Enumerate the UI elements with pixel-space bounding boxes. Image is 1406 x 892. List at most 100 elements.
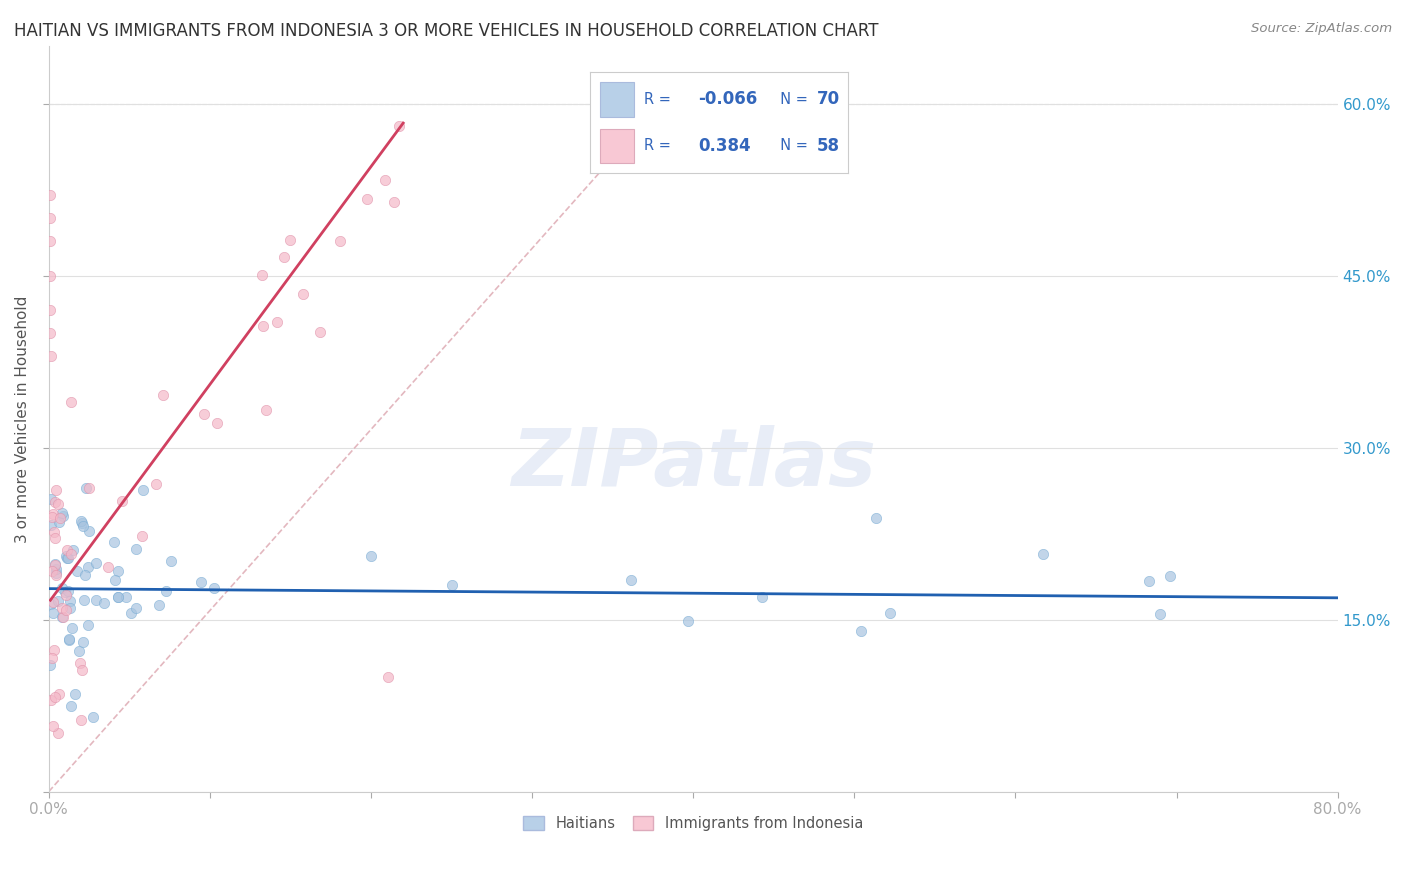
Point: [160, 554, 183, 568]
Point: [70, 663, 93, 677]
Point: [676, 614, 699, 628]
Point: [254, 402, 277, 417]
Point: [120, 606, 142, 620]
Point: [190, 574, 212, 589]
Point: [205, 416, 228, 430]
Point: [46, 593, 69, 607]
Point: [51, 506, 73, 520]
Point: [1149, 607, 1171, 621]
Point: [145, 477, 167, 491]
Point: [73, 593, 96, 607]
Point: [58, 632, 80, 647]
Point: [107, 590, 129, 604]
Point: [46, 726, 69, 740]
Point: [39, 492, 62, 507]
Point: [39, 211, 62, 226]
Point: [382, 194, 405, 209]
Point: [620, 573, 643, 587]
Point: [202, 581, 225, 595]
Point: [152, 388, 174, 402]
Point: [44, 557, 66, 571]
Point: [59, 593, 82, 607]
Point: [52, 609, 75, 624]
Point: [42, 607, 65, 621]
Legend: Haitians, Immigrants from Indonesia: Haitians, Immigrants from Indonesia: [517, 810, 869, 837]
Point: [77, 481, 100, 495]
Point: [55, 603, 77, 617]
Point: [56, 583, 79, 598]
Point: [39, 326, 62, 340]
Point: [309, 325, 332, 339]
Point: [44, 690, 66, 704]
Point: [72, 518, 94, 533]
Point: [44, 642, 66, 657]
Point: [75, 481, 97, 495]
Point: [66, 565, 89, 579]
Text: HAITIAN VS IMMIGRANTS FROM INDONESIA 3 OR MORE VEHICLES IN HOUSEHOLD CORRELATION: HAITIAN VS IMMIGRANTS FROM INDONESIA 3 O…: [14, 22, 879, 40]
Point: [65, 687, 87, 701]
Point: [125, 542, 148, 557]
Point: [42, 719, 65, 733]
Point: [58, 601, 80, 615]
Point: [44, 495, 66, 509]
Point: [1137, 574, 1160, 588]
Point: [60, 621, 83, 635]
Point: [55, 549, 77, 563]
Point: [69, 514, 91, 528]
Point: [93, 596, 115, 610]
Point: [48, 515, 70, 529]
Point: [125, 601, 148, 615]
Text: ZIPatlas: ZIPatlas: [510, 425, 876, 502]
Point: [39, 597, 62, 611]
Point: [97, 560, 120, 574]
Point: [73, 567, 96, 582]
Point: [86, 556, 108, 570]
Point: [55, 588, 77, 602]
Point: [107, 591, 129, 605]
Point: [51, 610, 73, 624]
Point: [388, 120, 411, 134]
Point: [39, 517, 62, 532]
Point: [115, 590, 138, 604]
Point: [72, 634, 94, 648]
Point: [41, 510, 63, 524]
Point: [70, 713, 93, 727]
Point: [865, 511, 887, 525]
Point: [104, 573, 127, 587]
Point: [76, 618, 98, 632]
Point: [77, 559, 100, 574]
Point: [440, 578, 463, 592]
Point: [1032, 547, 1054, 561]
Point: [374, 173, 396, 187]
Point: [69, 656, 91, 670]
Point: [39, 303, 62, 318]
Point: [751, 590, 773, 604]
Point: [62, 542, 84, 557]
Text: Source: ZipAtlas.com: Source: ZipAtlas.com: [1251, 22, 1392, 36]
Point: [273, 250, 295, 264]
Point: [67, 643, 90, 657]
Point: [82, 710, 104, 724]
Point: [58, 632, 80, 646]
Point: [851, 624, 873, 639]
Point: [42, 507, 65, 521]
Point: [103, 535, 125, 549]
Point: [879, 607, 901, 621]
Point: [70, 516, 93, 530]
Point: [39, 268, 62, 283]
Point: [45, 566, 67, 580]
Point: [42, 595, 65, 609]
Point: [252, 268, 274, 283]
Point: [39, 188, 62, 202]
Point: [44, 531, 66, 545]
Point: [59, 548, 82, 562]
Point: [45, 483, 67, 497]
Y-axis label: 3 or more Vehicles in Household: 3 or more Vehicles in Household: [15, 295, 30, 542]
Point: [55, 542, 77, 557]
Point: [360, 549, 382, 564]
Point: [292, 287, 315, 301]
Point: [84, 593, 107, 607]
Point: [56, 551, 79, 566]
Point: [45, 562, 67, 576]
Point: [48, 687, 70, 701]
